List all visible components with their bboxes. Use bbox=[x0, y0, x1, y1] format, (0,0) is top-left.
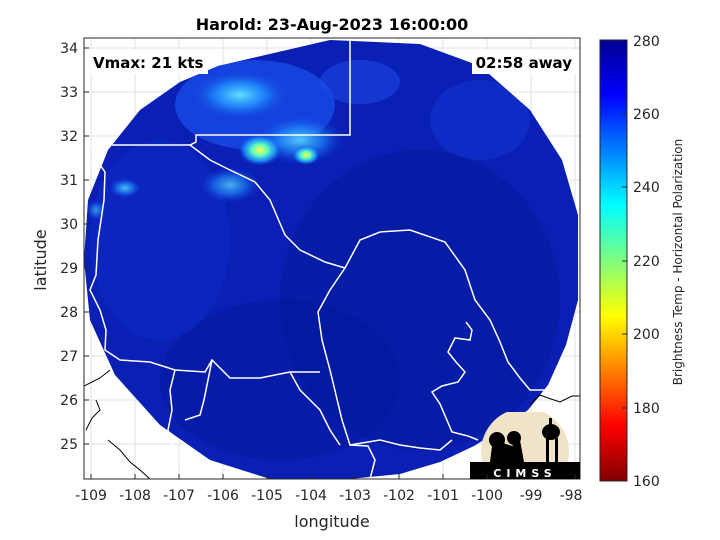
x-tick-label: -106 bbox=[207, 488, 239, 504]
y-tick-label: 33 bbox=[60, 85, 78, 101]
x-tick-label: -100 bbox=[471, 488, 503, 504]
y-tick-label: 25 bbox=[60, 437, 78, 453]
y-tick-label: 32 bbox=[60, 129, 78, 145]
x-tick-label: -99 bbox=[520, 488, 543, 504]
y-tick-label: 30 bbox=[60, 217, 78, 233]
borders bbox=[84, 38, 548, 479]
x-tick-label: -109 bbox=[75, 488, 107, 504]
x-tick-label: -102 bbox=[383, 488, 415, 504]
x-tick-label: -107 bbox=[163, 488, 195, 504]
coastline bbox=[84, 369, 580, 479]
cimss-logo: CIMSS bbox=[470, 412, 580, 480]
y-tick-label: 29 bbox=[60, 261, 78, 277]
x-tick-label: -108 bbox=[119, 488, 151, 504]
x-tick-label: -101 bbox=[427, 488, 459, 504]
colorbar-tick-label: 260 bbox=[633, 107, 660, 123]
y-tick-label: 31 bbox=[60, 173, 78, 189]
colorbar-label: Brightness Temp - Horizontal Polarizatio… bbox=[671, 139, 685, 386]
brightness-swath bbox=[84, 40, 578, 479]
vmax-label: Vmax: 21 kts bbox=[93, 54, 203, 72]
colorbar-tick-label: 280 bbox=[633, 34, 660, 50]
x-axis-label: longitude bbox=[294, 512, 369, 531]
plot-frame bbox=[83, 37, 581, 480]
y-tick-label: 26 bbox=[60, 393, 78, 409]
vmax-box bbox=[88, 50, 208, 74]
x-ticks bbox=[90, 474, 576, 479]
colorbar-tick-label: 220 bbox=[633, 254, 660, 270]
x-tick-label: -105 bbox=[251, 488, 283, 504]
y-ticks bbox=[84, 47, 89, 445]
colorbar-tick-label: 180 bbox=[633, 401, 660, 417]
colorbar-tick-label: 240 bbox=[633, 180, 660, 196]
y-tick-label: 27 bbox=[60, 349, 78, 365]
y-tick-label: 34 bbox=[60, 41, 78, 57]
colorbar-ticks bbox=[622, 113, 627, 409]
time-away-label: 02:58 away bbox=[476, 54, 573, 72]
y-axis-label: latitude bbox=[31, 229, 50, 290]
time-box bbox=[472, 50, 576, 74]
y-tick-label: 28 bbox=[60, 305, 78, 321]
x-tick-label: -104 bbox=[295, 488, 327, 504]
colorbar-tick-label: 200 bbox=[633, 327, 660, 343]
x-tick-label: -103 bbox=[339, 488, 371, 504]
x-tick-label: -98 bbox=[560, 488, 583, 504]
chart-title: Harold: 23-Aug-2023 16:00:00 bbox=[196, 15, 468, 34]
logo-text: CIMSS bbox=[493, 467, 556, 480]
colorbar-tick-label: 160 bbox=[633, 474, 660, 490]
